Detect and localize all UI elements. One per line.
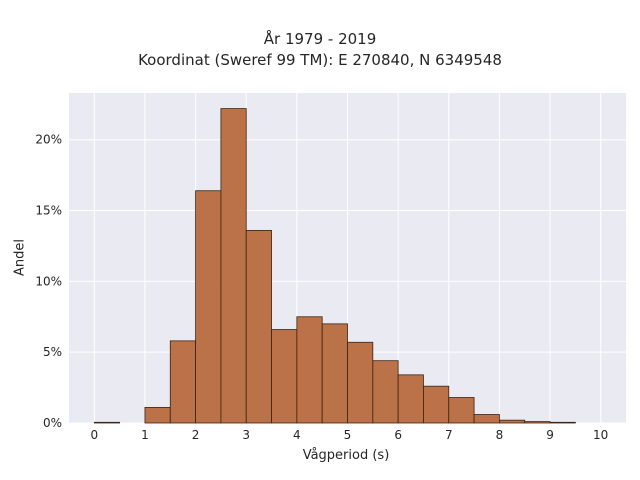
histogram-bar	[473, 414, 500, 424]
histogram-bar	[549, 421, 576, 424]
y-tick-labels: 0% 5% 10% 15% 20%	[35, 133, 62, 430]
histogram-bar	[372, 360, 399, 424]
histogram-bar	[220, 108, 247, 424]
histogram-bar	[195, 190, 222, 424]
y-tick-label: 10%	[35, 274, 62, 288]
x-tick-label: 8	[496, 428, 504, 442]
histogram-bar	[169, 340, 196, 424]
histogram-bar	[448, 397, 475, 424]
x-tick-label: 4	[293, 428, 301, 442]
x-tick-label: 3	[242, 428, 250, 442]
x-tick-label: 9	[546, 428, 554, 442]
x-axis-label: Vågperiod (s)	[302, 448, 390, 463]
histogram-bar	[296, 316, 323, 424]
x-tick-label: 6	[394, 428, 402, 442]
y-tick-label: 0%	[43, 416, 62, 430]
histogram-bar	[347, 341, 374, 424]
y-axis-label: Andel	[12, 239, 28, 276]
y-tick-label: 5%	[43, 345, 62, 359]
histogram-bar	[271, 329, 298, 424]
histogram-bar	[93, 421, 121, 424]
x-tick-label: 7	[445, 428, 453, 442]
x-tick-label: 10	[593, 428, 608, 442]
y-tick-label: 20%	[35, 133, 62, 147]
x-tick-label: 5	[344, 428, 352, 442]
x-tick-label: 0	[90, 428, 98, 442]
chart-title-line-1: År 1979 - 2019	[263, 30, 377, 48]
histogram-bar	[423, 385, 450, 424]
x-tick-labels: 0 1 2 3 4 5 6 7 8 9 10	[90, 428, 608, 442]
histogram-bar	[144, 407, 171, 424]
histogram-bar	[397, 374, 424, 424]
x-tick-label: 1	[141, 428, 149, 442]
chart-title-line-2: Koordinat (Sweref 99 TM): E 270840, N 63…	[138, 51, 502, 69]
histogram-bar	[245, 229, 272, 424]
y-tick-label: 15%	[35, 204, 62, 218]
x-tick-label: 2	[192, 428, 200, 442]
histogram-bar	[524, 421, 551, 424]
histogram-bar	[499, 419, 526, 424]
bars-group	[93, 108, 576, 424]
histogram-bar	[321, 323, 348, 424]
